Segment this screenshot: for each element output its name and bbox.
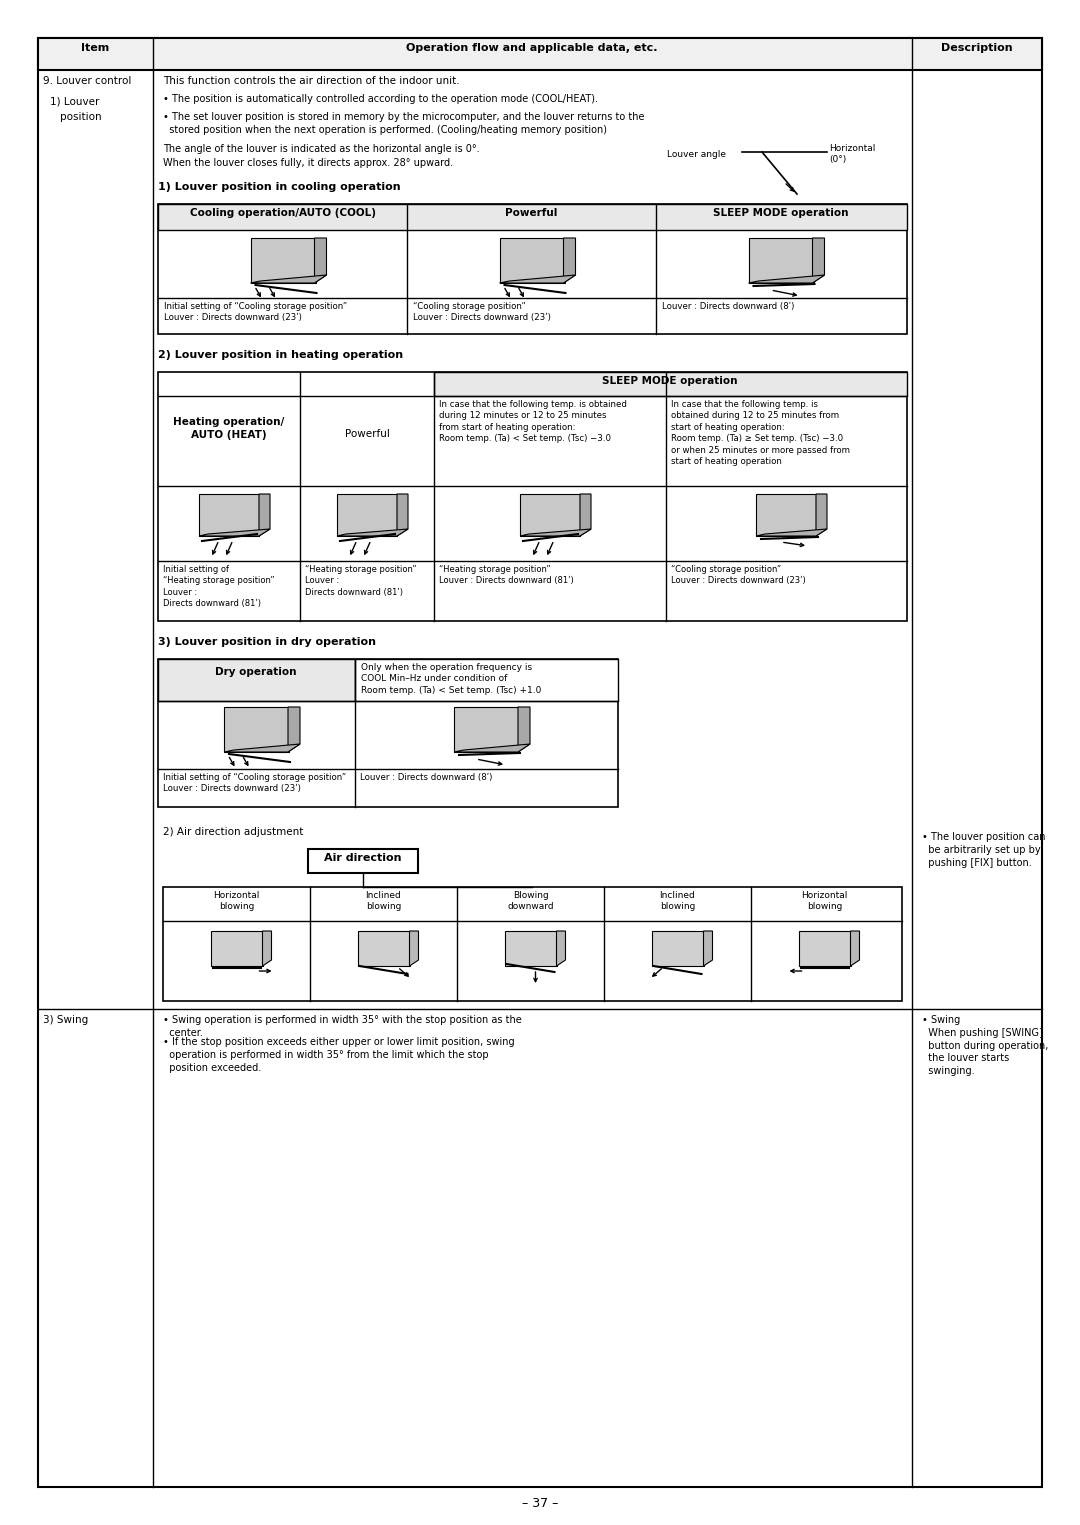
Text: The angle of the louver is indicated as the horizontal angle is 0°.: The angle of the louver is indicated as … [163, 143, 480, 154]
Polygon shape [499, 274, 576, 284]
Text: Horizontal
blowing: Horizontal blowing [214, 891, 259, 912]
Text: Initial setting of “Cooling storage position”
Louver : Directs downward (23ʹ): Initial setting of “Cooling storage posi… [163, 773, 347, 793]
Text: Inclined
blowing: Inclined blowing [366, 891, 402, 912]
Text: Cooling operation/AUTO (COOL): Cooling operation/AUTO (COOL) [189, 207, 376, 218]
Text: Only when the operation frequency is
COOL Min–Hz under condition of
Room temp. (: Only when the operation frequency is COO… [361, 663, 541, 695]
Polygon shape [199, 529, 270, 535]
Polygon shape [519, 529, 591, 535]
Text: Air direction: Air direction [324, 852, 402, 863]
Polygon shape [580, 494, 591, 535]
Text: • Swing operation is performed in width 35° with the stop position as the
  cent: • Swing operation is performed in width … [163, 1016, 522, 1039]
Polygon shape [756, 529, 827, 535]
Bar [158, 659, 618, 807]
Bar [158, 204, 907, 334]
Text: SLEEP MODE operation: SLEEP MODE operation [603, 377, 738, 386]
Bar [308, 849, 418, 872]
Bar [158, 204, 907, 230]
Polygon shape [397, 494, 408, 535]
Text: position: position [60, 111, 102, 122]
Text: Inclined
blowing: Inclined blowing [660, 891, 696, 912]
Polygon shape [556, 930, 566, 965]
Bar [798, 930, 851, 965]
Text: “Cooling storage position”
Louver : Directs downward (23ʹ): “Cooling storage position” Louver : Dire… [671, 564, 806, 586]
Text: 1) Louver: 1) Louver [50, 96, 99, 107]
Text: Blowing
downward: Blowing downward [508, 891, 554, 912]
Bar [504, 930, 556, 965]
Polygon shape [816, 494, 827, 535]
Text: SLEEP MODE operation: SLEEP MODE operation [713, 207, 848, 218]
Bar [251, 238, 315, 284]
Text: Dry operation: Dry operation [215, 666, 297, 677]
Text: – 37 –: – 37 – [522, 1498, 558, 1510]
Bar [224, 708, 289, 752]
Bar [158, 372, 907, 621]
Text: Operation flow and applicable data, etc.: Operation flow and applicable data, etc. [406, 43, 658, 53]
Polygon shape [337, 529, 408, 535]
Text: • The set louver position is stored in memory by the microcomputer, and the louv: • The set louver position is stored in m… [163, 111, 645, 134]
Text: • The louver position can
  be arbitrarily set up by
  pushing [FIX] button.: • The louver position can be arbitrarily… [922, 833, 1045, 868]
Bar [651, 930, 703, 965]
Polygon shape [454, 744, 530, 752]
Bar [357, 930, 409, 965]
Bar [337, 494, 397, 535]
Polygon shape [518, 708, 530, 752]
Text: 9. Louver control: 9. Louver control [43, 76, 132, 85]
Polygon shape [288, 708, 300, 752]
Text: Louver : Directs downward (8ʹ): Louver : Directs downward (8ʹ) [360, 773, 492, 782]
Bar [158, 659, 355, 702]
Bar [163, 888, 902, 1000]
Text: In case that the following temp. is obtained
during 12 minutes or 12 to 25 minut: In case that the following temp. is obta… [438, 400, 626, 444]
Text: Item: Item [81, 43, 109, 53]
Text: • The position is automatically controlled according to the operation mode (COOL: • The position is automatically controll… [163, 95, 598, 104]
Polygon shape [748, 274, 824, 284]
Polygon shape [251, 274, 326, 284]
Text: “Cooling storage position”
Louver : Directs downward (23ʹ): “Cooling storage position” Louver : Dire… [413, 302, 551, 322]
Text: 2) Louver position in heating operation: 2) Louver position in heating operation [158, 351, 403, 360]
Bar [748, 238, 813, 284]
Text: 2) Air direction adjustment: 2) Air direction adjustment [163, 827, 303, 837]
Text: • If the stop position exceeds either upper or lower limit position, swing
  ope: • If the stop position exceeds either up… [163, 1037, 515, 1072]
Bar [499, 238, 565, 284]
Bar [454, 708, 519, 752]
Text: This function controls the air direction of the indoor unit.: This function controls the air direction… [163, 76, 460, 85]
Text: Horizontal
blowing: Horizontal blowing [801, 891, 848, 912]
Bar [38, 38, 1042, 70]
Text: Louver angle: Louver angle [667, 149, 726, 159]
Polygon shape [851, 930, 860, 965]
Polygon shape [409, 930, 419, 965]
Text: 1) Louver position in cooling operation: 1) Louver position in cooling operation [158, 181, 401, 192]
Polygon shape [812, 238, 824, 284]
Text: When the louver closes fully, it directs approx. 28° upward.: When the louver closes fully, it directs… [163, 159, 454, 168]
Text: Heating operation/
AUTO (HEAT): Heating operation/ AUTO (HEAT) [174, 416, 285, 439]
Bar [355, 659, 618, 702]
Text: Powerful: Powerful [505, 207, 557, 218]
Text: In case that the following temp. is
obtained during 12 to 25 minutes from
start : In case that the following temp. is obta… [671, 400, 850, 467]
Bar [756, 494, 816, 535]
Text: Louver : Directs downward (8ʹ): Louver : Directs downward (8ʹ) [662, 302, 795, 311]
Text: Initial setting of
“Heating storage position”
Louver :
Directs downward (81ʹ): Initial setting of “Heating storage posi… [163, 564, 274, 608]
Text: “Heating storage position”
Louver : Directs downward (81ʹ): “Heating storage position” Louver : Dire… [438, 564, 573, 586]
Bar [519, 494, 580, 535]
Polygon shape [259, 494, 270, 535]
Text: 3) Louver position in dry operation: 3) Louver position in dry operation [158, 637, 376, 647]
Polygon shape [224, 744, 300, 752]
Polygon shape [564, 238, 576, 284]
Text: • Swing
  When pushing [SWING]
  button during operation,
  the louver starts
  : • Swing When pushing [SWING] button duri… [922, 1016, 1049, 1077]
Text: Horizontal
(0°): Horizontal (0°) [829, 143, 876, 165]
Bar [211, 930, 262, 965]
Bar [199, 494, 259, 535]
Text: “Heating storage position”
Louver :
Directs downward (81ʹ): “Heating storage position” Louver : Dire… [305, 564, 417, 596]
Text: Powerful: Powerful [345, 429, 390, 439]
Polygon shape [703, 930, 713, 965]
Text: Description: Description [941, 43, 1013, 53]
Polygon shape [314, 238, 326, 284]
Polygon shape [262, 930, 271, 965]
Bar [434, 372, 907, 396]
Text: 3) Swing: 3) Swing [43, 1016, 89, 1025]
Text: Initial setting of “Cooling storage position”
Louver : Directs downward (23ʹ): Initial setting of “Cooling storage posi… [164, 302, 348, 322]
